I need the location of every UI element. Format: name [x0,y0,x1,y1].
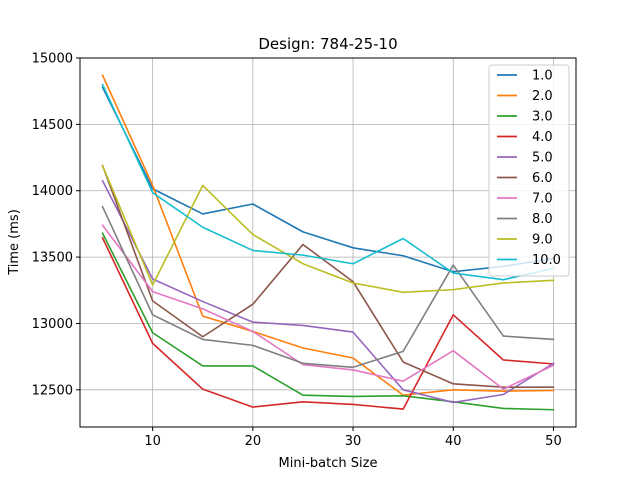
legend-label: 2.0 [532,89,553,104]
legend-label: 1.0 [532,69,553,84]
series-line-5.0 [101,179,555,404]
series-line-9.0 [101,164,555,294]
series-line-4.0 [101,236,555,410]
y-tick-label: 12500 [32,383,73,398]
x-tick-label: 50 [545,434,562,449]
x-tick-label: 30 [345,434,362,449]
legend-label: 10.0 [532,253,561,268]
y-axis-label: Time (ms) [7,209,22,276]
legend-box [488,64,570,277]
series-line-7.0 [101,224,555,390]
x-tick-label: 40 [445,434,462,449]
y-tick-label: 14000 [32,184,73,199]
legend-label: 4.0 [532,130,553,145]
legend-label: 8.0 [532,212,553,227]
legend: 1.0 2.0 3.0 4.0 5.0 6.0 7.0 8.0 9.0 10.0 [488,64,570,277]
legend-label: 7.0 [532,192,553,207]
axis-ticks: 10 20 30 40 50 12500 13000 13500 14000 14500 15000 [32,52,562,450]
y-tick-label: 15000 [32,52,73,67]
chart-title: Design: 784-25-10 [258,35,397,53]
series-line-3.0 [101,232,555,411]
legend-label: 5.0 [532,151,553,166]
series-line-6.0 [101,164,555,388]
x-tick-label: 10 [144,434,161,449]
series-line-2.0 [101,74,555,396]
legend-label: 9.0 [532,233,553,248]
series-line-8.0 [101,205,555,369]
y-tick-label: 13500 [32,251,73,266]
series-line-10.0 [101,83,555,281]
x-axis-label: Mini-batch Size [279,456,378,471]
x-tick-label: 20 [245,434,262,449]
legend-label: 6.0 [532,171,553,186]
series-lines [101,74,555,411]
y-tick-label: 13000 [32,317,73,332]
legend-label: 3.0 [532,110,553,125]
series-line-1.0 [101,86,555,273]
plot-area-frame [79,57,577,428]
y-tick-label: 14500 [32,118,73,133]
